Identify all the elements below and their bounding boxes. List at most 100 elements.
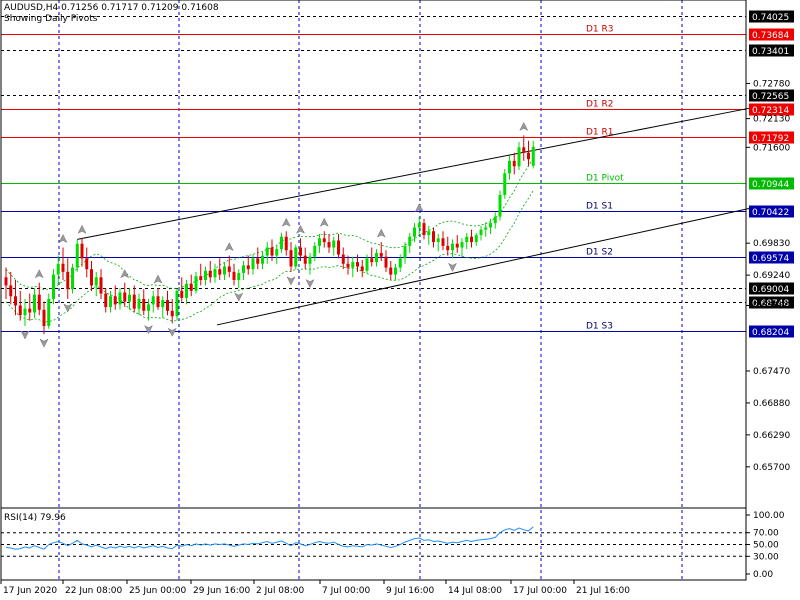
candle-body (227, 266, 231, 272)
level-price-box (749, 28, 794, 41)
candle-body (346, 263, 350, 268)
x-tick-label: 17 Jun 2020 (3, 586, 57, 596)
candle (313, 242, 317, 262)
level-price-label: 0.72314 (752, 106, 789, 116)
level-price-label: 0.72565 (752, 92, 789, 102)
candle (104, 288, 108, 313)
candle-body (427, 231, 431, 236)
x-tick-label: 2 Jul 08:00 (256, 586, 305, 596)
candle-body (23, 308, 27, 316)
candle (522, 135, 526, 161)
candle (23, 298, 27, 327)
candle (470, 229, 473, 248)
x-tick-label: 25 Jun 00:00 (129, 586, 186, 596)
candle-body (398, 258, 402, 268)
candle-body (375, 252, 378, 263)
candle (460, 238, 464, 257)
envelope-upper (5, 157, 534, 291)
candle-body (408, 236, 412, 246)
fractal-down-arrow (167, 327, 177, 337)
candle (484, 222, 488, 237)
candle (441, 231, 445, 251)
candle (52, 269, 55, 305)
trend-channel[interactable] (77, 107, 750, 326)
candle-body (180, 290, 184, 298)
candle-body (413, 227, 416, 237)
candle-body (80, 243, 84, 259)
candle (341, 247, 345, 270)
y-tick-label: 0.66880 (753, 399, 790, 409)
level-price-box (749, 296, 794, 309)
level-price-box (749, 103, 794, 116)
candle (208, 261, 212, 283)
channel-lower-line[interactable] (216, 208, 750, 326)
level-price-box (749, 177, 794, 190)
candle (232, 263, 236, 286)
fractal-arrows (20, 121, 529, 348)
candle-body (18, 305, 22, 316)
fractal-up-arrow (295, 224, 306, 234)
candle-body (71, 267, 74, 290)
candle (4, 267, 8, 299)
candle (123, 282, 127, 308)
level-name-label: D1 S1 (586, 202, 613, 212)
fractal-down-arrow (20, 330, 30, 340)
candle (66, 258, 70, 299)
y-tick-label: 0.67470 (753, 367, 790, 377)
x-tick-label: 21 Jul 16:00 (576, 586, 630, 596)
candle-body (42, 309, 46, 327)
candle (408, 232, 412, 253)
channel-upper-line[interactable] (77, 107, 750, 240)
candle (161, 296, 165, 318)
candle-body (370, 258, 374, 263)
envelope-lower (5, 190, 534, 323)
candle-body (90, 269, 93, 286)
x-tick-label: 17 Jul 00:00 (513, 586, 567, 596)
candle (218, 258, 222, 280)
fractal-down-arrow (286, 276, 296, 286)
y-tick-label: 0.66290 (753, 431, 790, 441)
candle (118, 288, 122, 310)
fractal-down-arrow (63, 303, 73, 313)
fractal-down-arrow (234, 292, 244, 302)
level-price-box (749, 44, 794, 57)
rsi-y-tick-label: 100.00 (753, 511, 785, 521)
candle (204, 266, 207, 286)
candle (99, 269, 103, 299)
candle (427, 225, 431, 245)
candle (237, 269, 241, 289)
rsi-label: RSI(14) 79.96 (4, 513, 66, 523)
candle (223, 262, 226, 280)
candle (90, 261, 93, 291)
candle-body (284, 236, 288, 251)
candle-body (56, 263, 60, 275)
price-envelope (5, 157, 534, 323)
level-price-label: 0.69574 (752, 254, 789, 264)
level-price-label: 0.73684 (752, 31, 789, 41)
candle-body (303, 255, 307, 264)
candle (531, 140, 535, 169)
candle (375, 249, 378, 267)
fractal-down-arrow (305, 279, 315, 289)
candle-body (531, 146, 535, 166)
candle (14, 279, 17, 316)
candle (398, 254, 402, 272)
candle (61, 247, 65, 280)
y-tick-label: 0.68680 (753, 301, 790, 311)
level-price-label: 0.71792 (752, 134, 789, 144)
candle (47, 293, 51, 329)
candle-body (251, 258, 255, 270)
candle (360, 259, 364, 278)
level-name-label: D1 R1 (586, 128, 614, 138)
candle-body (132, 294, 136, 309)
candle (417, 216, 421, 237)
candle-body (265, 247, 269, 256)
level-name-label: D1 Pivot (586, 174, 624, 184)
candle (85, 247, 89, 278)
candle-body (128, 294, 131, 302)
candle (275, 244, 279, 264)
candle-body (199, 276, 203, 280)
